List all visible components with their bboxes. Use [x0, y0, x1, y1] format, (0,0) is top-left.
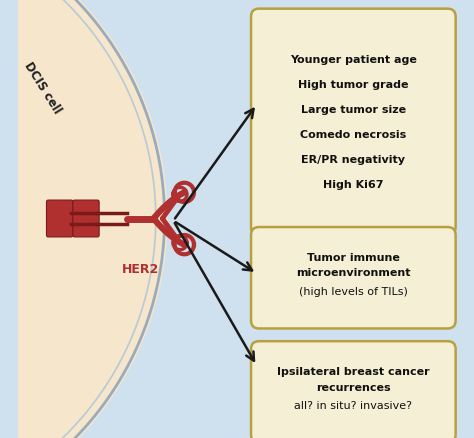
Text: microenvironment: microenvironment: [296, 268, 410, 278]
Text: High tumor grade: High tumor grade: [298, 80, 409, 90]
Text: Younger patient age: Younger patient age: [290, 55, 417, 65]
Text: ER/PR negativity: ER/PR negativity: [301, 155, 405, 165]
FancyBboxPatch shape: [46, 201, 73, 237]
FancyBboxPatch shape: [251, 10, 456, 236]
FancyBboxPatch shape: [251, 342, 456, 438]
Polygon shape: [0, 0, 167, 438]
FancyBboxPatch shape: [251, 228, 456, 328]
Text: Ipsilateral breast cancer: Ipsilateral breast cancer: [277, 366, 429, 376]
Text: Comedo necrosis: Comedo necrosis: [300, 130, 407, 140]
Text: Tumor immune: Tumor immune: [307, 252, 400, 262]
FancyBboxPatch shape: [73, 201, 99, 237]
Text: Large tumor size: Large tumor size: [301, 105, 406, 115]
Text: DCIS cell: DCIS cell: [22, 60, 64, 116]
Text: all? in situ? invasive?: all? in situ? invasive?: [294, 400, 412, 410]
Text: (high levels of TILs): (high levels of TILs): [299, 286, 408, 296]
Text: HER2: HER2: [122, 263, 159, 276]
Text: High Ki67: High Ki67: [323, 180, 383, 190]
Text: recurrences: recurrences: [316, 382, 391, 392]
